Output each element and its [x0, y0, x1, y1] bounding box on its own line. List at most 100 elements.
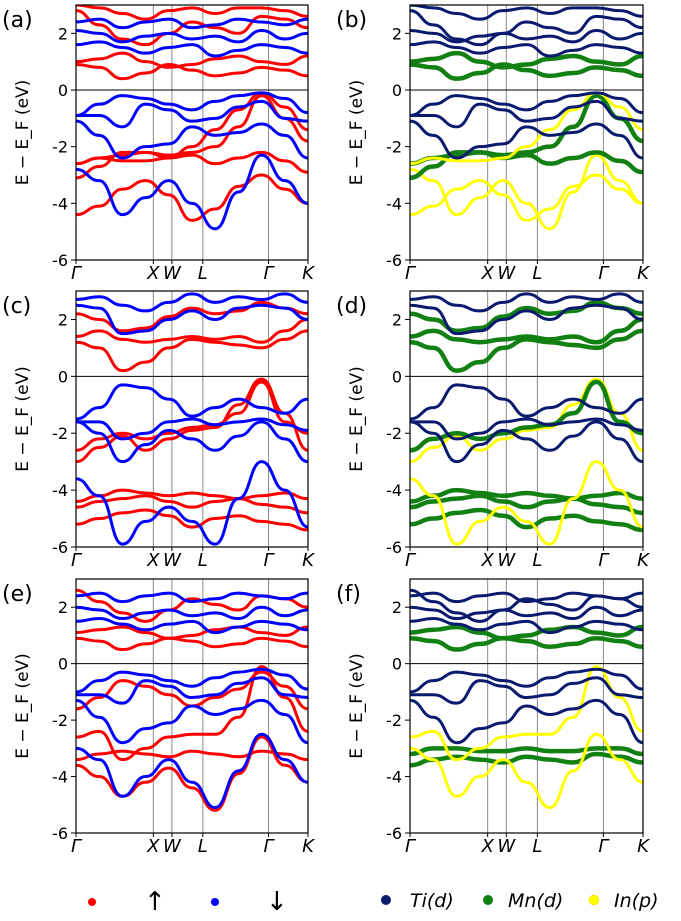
y-tick-label: -4: [386, 768, 402, 787]
axes-frame: [409, 4, 644, 261]
y-tick-label: -2: [52, 138, 68, 157]
band-ti-d: [410, 383, 643, 421]
panel-f: -6 -4 -2 0 2 Γ X W L Γ K E − E_F (eV) (f): [336, 578, 650, 857]
spin-down-band: [76, 698, 308, 745]
y-tick-label: -4: [52, 194, 68, 213]
y-tick-label: -6: [386, 538, 402, 557]
band-ti-d: [410, 676, 643, 705]
k-point-label: Γ: [71, 263, 83, 284]
band-ti-d: [410, 303, 643, 336]
y-tick-label: 2: [58, 310, 68, 329]
band-ti-d: [410, 292, 643, 313]
k-point-label: Γ: [264, 550, 276, 571]
k-point-label: Γ: [598, 550, 610, 571]
spin-down-band: [76, 667, 308, 694]
band-mn-d: [410, 50, 643, 70]
spin-up-band: [76, 317, 308, 344]
k-point-label: K: [302, 836, 315, 857]
axes-frame: [75, 4, 309, 261]
legend-spin-up-arrow: ↑: [144, 887, 166, 917]
bands: [410, 292, 643, 546]
y-axis-label: E − E_F (eV): [347, 80, 367, 186]
panel-label: (c): [2, 294, 31, 319]
spin-up-band: [76, 625, 308, 640]
spin-down-band: [76, 119, 308, 160]
legend: ↑ ↓ Ti(d) Mn(d) In(p): [88, 887, 659, 917]
y-tick-label: 2: [58, 24, 68, 43]
band-ti-d: [410, 417, 643, 441]
legend-mn-d-marker: [483, 895, 493, 905]
panel-e: -6 -4 -2 0 2 Γ X W L Γ K E − E_F (eV) (e): [2, 578, 315, 857]
band-mn-d: [410, 493, 643, 516]
band-ti-d: [410, 667, 643, 694]
k-point-label: W: [163, 550, 182, 571]
bands: [410, 588, 643, 810]
y-tick-label: 2: [58, 598, 68, 617]
y-tick-label: 0: [392, 81, 402, 100]
band-ti-d: [410, 5, 643, 21]
band-ti-d: [410, 91, 643, 117]
k-point-label: Γ: [598, 263, 610, 284]
panel-d: -6 -4 -2 0 2 Γ X W L Γ K E − E_F (eV) (d): [336, 290, 650, 571]
k-point-label: K: [637, 836, 650, 857]
k-point-label: L: [532, 550, 542, 571]
k-point-label: Γ: [264, 263, 276, 284]
y-tick-label: -2: [386, 711, 402, 730]
k-point-label: K: [302, 550, 315, 571]
panel-b: -6 -4 -2 0 2 Γ X W L Γ K E − E_F (eV) (b): [336, 4, 650, 284]
y-tick-label: 0: [58, 367, 68, 386]
spin-down-band: [76, 617, 308, 635]
y-tick-label: -4: [52, 481, 68, 500]
band-ti-d: [410, 9, 643, 47]
axes-frame: [409, 578, 644, 834]
spin-down-band: [76, 91, 308, 117]
y-tick-label: 0: [392, 367, 402, 386]
y-axis-label: E − E_F (eV): [13, 366, 33, 472]
band-mn-d: [410, 624, 643, 641]
y-tick-label: -6: [52, 538, 68, 557]
spin-up-band: [76, 91, 308, 166]
y-tick-label: -2: [386, 138, 402, 157]
spin-down-band: [76, 383, 308, 421]
band-ti-d: [410, 40, 643, 58]
spin-up-band: [76, 51, 308, 69]
k-point-label: L: [198, 263, 208, 284]
k-point-label: W: [497, 836, 516, 857]
spin-down-band: [76, 153, 308, 231]
y-axis-label: E − E_F (eV): [347, 366, 367, 472]
panel-label: (f): [336, 582, 361, 607]
y-tick-label: -4: [386, 194, 402, 213]
spin-up-band: [76, 9, 308, 47]
band-mn-d: [410, 751, 643, 768]
panel-label: (e): [2, 582, 33, 607]
band-in-p: [410, 173, 643, 222]
spin-down-band: [76, 303, 308, 336]
k-point-label: Γ: [71, 836, 83, 857]
spin-down-band: [76, 292, 308, 313]
k-point-label: Γ: [405, 836, 417, 857]
spin-up-band: [76, 488, 308, 503]
spin-down-band: [76, 420, 308, 464]
y-tick-label: -6: [52, 251, 68, 270]
band-mn-d: [410, 328, 643, 373]
band-in-p: [410, 664, 643, 762]
k-point-label: Γ: [405, 263, 417, 284]
k-point-label: Γ: [264, 836, 276, 857]
panel-a: -6 -4 -2 0 2 Γ X W L Γ K E − E_F (eV) (a): [2, 4, 315, 284]
spin-down-band: [76, 17, 308, 30]
k-point-label: W: [497, 263, 516, 284]
band-ti-d: [410, 119, 643, 160]
k-point-label: X: [146, 550, 160, 571]
spin-down-band: [76, 732, 308, 810]
legend-spin-down-arrow: ↓: [266, 887, 288, 917]
legend-ti-d-marker: [381, 895, 391, 905]
k-point-label: Γ: [71, 550, 83, 571]
axes-frame: [75, 578, 309, 834]
spin-down-band: [76, 40, 308, 58]
band-mn-d: [410, 62, 643, 81]
k-point-label: K: [302, 263, 315, 284]
y-tick-label: 2: [392, 598, 402, 617]
y-tick-label: -6: [386, 824, 402, 843]
